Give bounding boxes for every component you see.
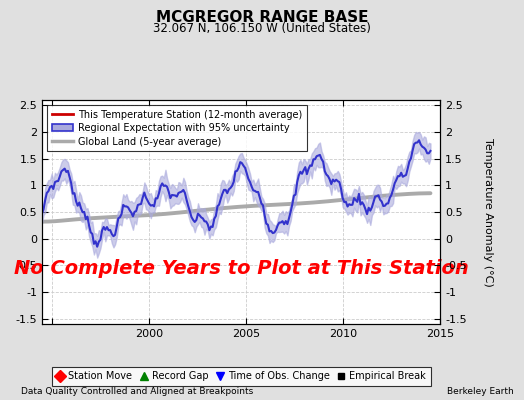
Text: MCGREGOR RANGE BASE: MCGREGOR RANGE BASE (156, 10, 368, 25)
Text: No Complete Years to Plot at This Station: No Complete Years to Plot at This Statio… (14, 258, 468, 278)
Text: Berkeley Earth: Berkeley Earth (447, 387, 514, 396)
Y-axis label: Temperature Anomaly (°C): Temperature Anomaly (°C) (483, 138, 493, 286)
Legend: Station Move, Record Gap, Time of Obs. Change, Empirical Break: Station Move, Record Gap, Time of Obs. C… (51, 367, 431, 386)
Text: 32.067 N, 106.150 W (United States): 32.067 N, 106.150 W (United States) (153, 22, 371, 35)
Text: Data Quality Controlled and Aligned at Breakpoints: Data Quality Controlled and Aligned at B… (21, 387, 253, 396)
